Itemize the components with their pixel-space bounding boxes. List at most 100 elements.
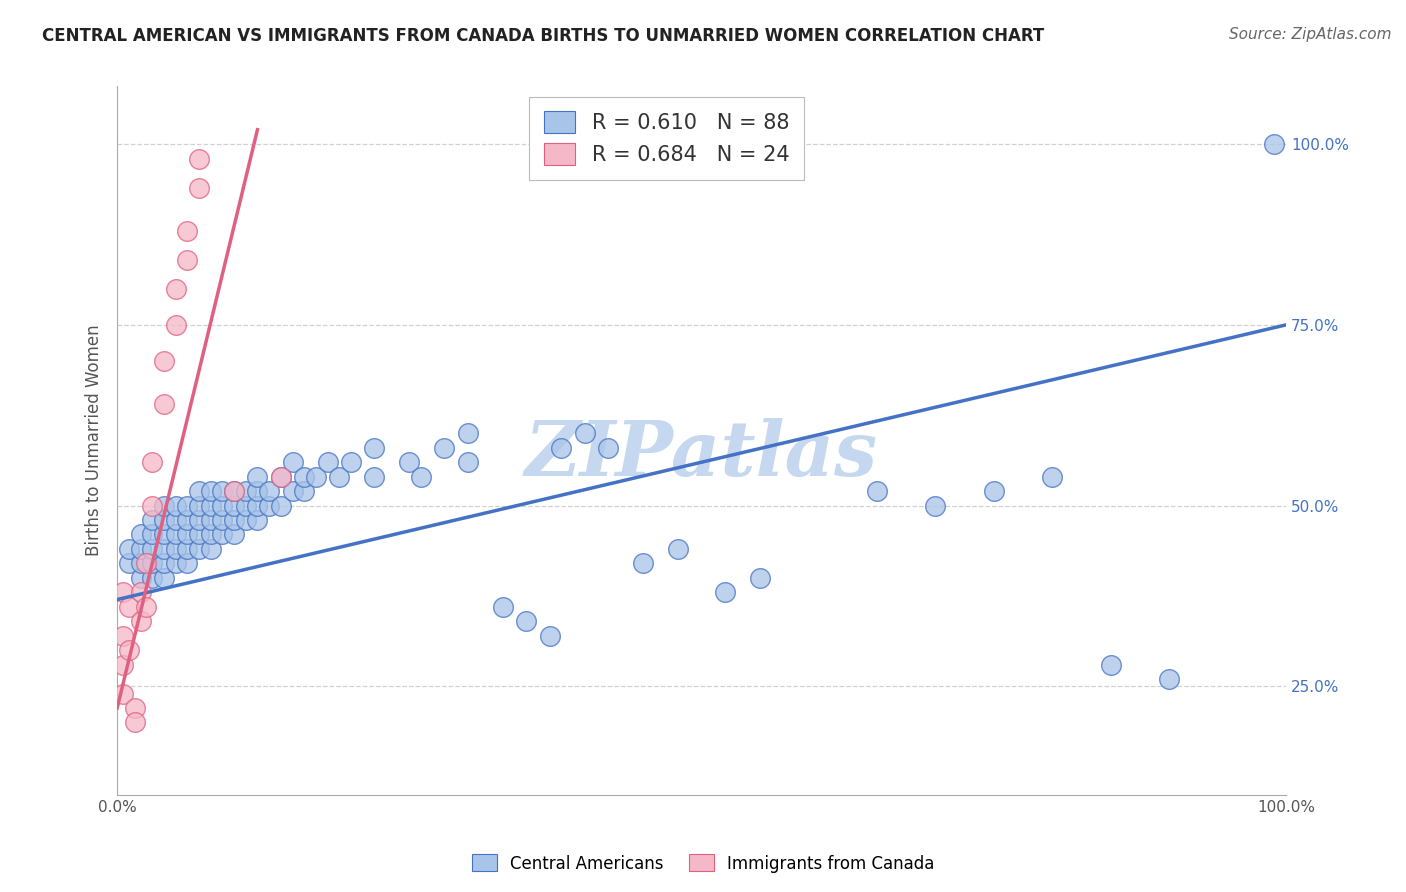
Point [235,484,257,499]
Text: CENTRAL AMERICAN VS IMMIGRANTS FROM CANADA BIRTHS TO UNMARRIED WOMEN CORRELATION: CENTRAL AMERICAN VS IMMIGRANTS FROM CANA… [42,27,1045,45]
Point [176,513,198,527]
Point [574,426,596,441]
Point [409,469,432,483]
Point [129,571,152,585]
Point [124,701,146,715]
Point [153,541,176,556]
Point [153,527,176,541]
Point [222,484,245,499]
Legend: Central Americans, Immigrants from Canada: Central Americans, Immigrants from Canad… [465,847,941,880]
Point [129,527,152,541]
Point [141,571,163,585]
Point [1099,657,1122,672]
Point [281,484,304,499]
Point [211,499,233,513]
Point [457,426,479,441]
Point [457,455,479,469]
Point [200,541,222,556]
Point [135,557,157,571]
Point [153,513,176,527]
Point [270,469,292,483]
Point [222,499,245,513]
Point [165,541,187,556]
Point [222,527,245,541]
Point [141,499,163,513]
Point [200,513,222,527]
Legend: R = 0.610   N = 88, R = 0.684   N = 24: R = 0.610 N = 88, R = 0.684 N = 24 [529,96,804,180]
Point [165,318,187,332]
Point [235,513,257,527]
Point [211,513,233,527]
Point [257,484,280,499]
Point [866,484,889,499]
Point [363,469,385,483]
Point [118,557,141,571]
Point [281,455,304,469]
Point [666,541,689,556]
Point [200,484,222,499]
Point [292,469,315,483]
Point [118,643,141,657]
Point [129,541,152,556]
Point [924,499,946,513]
Point [176,499,198,513]
Point [129,614,152,628]
Point [176,527,198,541]
Point [176,541,198,556]
Point [165,513,187,527]
Point [141,527,163,541]
Point [211,527,233,541]
Point [1157,672,1180,686]
Point [153,571,176,585]
Point [141,513,163,527]
Point [550,441,572,455]
Point [135,599,157,614]
Point [983,484,1005,499]
Point [153,557,176,571]
Point [492,599,515,614]
Point [433,441,456,455]
Point [398,455,420,469]
Point [246,469,269,483]
Point [749,571,772,585]
Point [235,499,257,513]
Point [292,484,315,499]
Point [1040,469,1063,483]
Point [188,152,211,166]
Point [112,657,135,672]
Point [270,469,292,483]
Point [165,557,187,571]
Point [165,527,187,541]
Point [112,585,135,599]
Point [340,455,363,469]
Point [328,469,350,483]
Point [112,629,135,643]
Point [200,499,222,513]
Point [141,541,163,556]
Point [515,614,537,628]
Point [714,585,737,599]
Point [246,513,269,527]
Point [112,686,135,700]
Point [165,499,187,513]
Point [188,180,211,194]
Point [246,484,269,499]
Point [222,513,245,527]
Point [153,499,176,513]
Point [188,513,211,527]
Point [129,557,152,571]
Point [188,527,211,541]
Point [118,541,141,556]
Point [141,557,163,571]
Point [596,441,619,455]
Point [176,224,198,238]
Point [270,499,292,513]
Point [124,715,146,730]
Point [129,585,152,599]
Point [118,599,141,614]
Point [176,252,198,267]
Point [153,397,176,411]
Point [363,441,385,455]
Point [316,455,339,469]
Y-axis label: Births to Unmarried Women: Births to Unmarried Women [86,325,103,557]
